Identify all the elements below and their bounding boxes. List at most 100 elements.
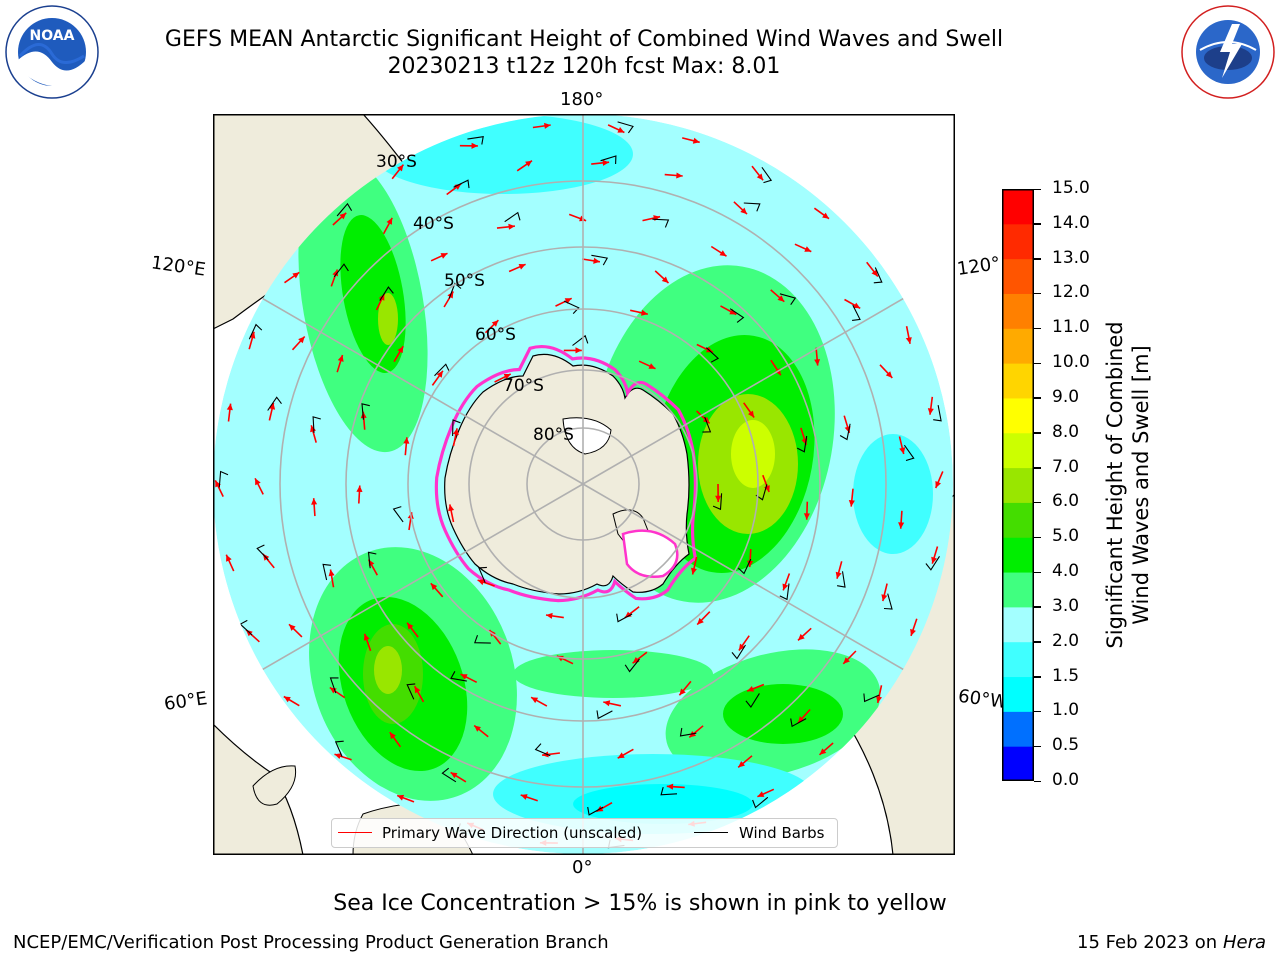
wave-direction-arrowhead (747, 686, 755, 692)
colorbar-band (1002, 432, 1034, 469)
colorbar-band (1002, 328, 1034, 364)
wave-direction-arrowhead (848, 500, 855, 507)
wind-barb (839, 423, 851, 441)
wind-barb (392, 506, 404, 523)
wind-barb (790, 718, 807, 728)
wind-barb (248, 323, 263, 340)
wave-direction-arrowhead (328, 569, 335, 577)
wind-barb (329, 677, 339, 694)
wave-direction-arrowhead (215, 480, 221, 488)
wind-barbs-swatch (694, 832, 728, 833)
wave-direction-arrowhead (397, 346, 404, 354)
colorbar-band (1002, 711, 1034, 747)
wave-direction-arrowhead (474, 725, 481, 732)
colorbar-tick (1034, 467, 1041, 469)
wave-direction-arrowhead (777, 295, 785, 302)
wave-direction-arrowhead (798, 633, 805, 641)
colorbar-tick (1034, 362, 1041, 365)
wind-barb (729, 308, 745, 323)
wave-direction-arrowhead (397, 164, 404, 172)
wave-direction-arrowhead (719, 250, 727, 257)
wave-direction-arrowhead (679, 688, 686, 696)
colorbar-band (1002, 502, 1034, 538)
lat-label-60s: 60°S (475, 325, 516, 345)
colorbar-tick (1034, 641, 1041, 643)
wave-direction-arrowhead (546, 612, 553, 619)
colorbar-tick (1034, 571, 1041, 574)
wave-direction-arrowhead (310, 425, 316, 433)
wind-barb (256, 544, 269, 561)
lat-label-70s: 70°S (503, 376, 544, 396)
wave-direction-arrowhead (798, 716, 805, 723)
wave-direction-arrowhead (436, 370, 443, 378)
wave-direction-arrowhead (332, 269, 339, 277)
wind-barb (624, 658, 640, 673)
wind-barb (563, 300, 580, 314)
colorbar-band (1002, 189, 1034, 225)
wind-barb (737, 558, 752, 575)
colorbar-band (1002, 397, 1034, 434)
colorbar-title-line2: Wind Waves and Swell [m] (1129, 345, 1153, 625)
colorbar-tick (1034, 258, 1041, 260)
colorbar-tick-label: 13.0 (1052, 247, 1090, 268)
wave-direction-arrowhead (520, 794, 528, 800)
wind-barb (863, 693, 880, 703)
noaa-logo: NOAA (5, 5, 99, 99)
wave-direction-arrowhead (386, 217, 393, 225)
wave-direction-arrowhead (814, 359, 821, 366)
graticule (213, 114, 953, 854)
wave-direction-legend-label: Primary Wave Direction (unscaled) (382, 824, 643, 842)
map-legend: Primary Wave Direction (unscaled) Wind B… (331, 818, 838, 848)
wind-barb (587, 806, 604, 816)
wave-direction-arrowhead (624, 611, 632, 618)
wind-barb (925, 556, 940, 571)
wave-direction-arrowhead (544, 122, 551, 129)
wind-barb (617, 121, 634, 134)
wave-direction-arrowhead (910, 628, 916, 636)
colorbar-tick-label: 9.0 (1052, 386, 1080, 407)
wave-direction-arrowhead (403, 437, 410, 444)
wave-direction-arrowhead (885, 371, 893, 378)
wind-barb (743, 202, 761, 212)
wave-direction-arrowhead (575, 347, 582, 354)
wave-direction-arrowhead (729, 308, 737, 315)
colorbar-tick (1034, 432, 1041, 434)
wave-direction-arrowhead (764, 485, 770, 492)
wind-barb (379, 286, 394, 301)
wind-barb (660, 786, 678, 796)
wind-barb (448, 282, 462, 299)
wave-direction-arrowhead (871, 269, 878, 277)
wind-barb (596, 710, 613, 720)
colorbar-tick-label: 15.0 (1052, 178, 1090, 198)
wind-barb (616, 613, 633, 623)
wave-direction-arrowhead (931, 556, 937, 564)
wave-direction-arrowhead (363, 633, 370, 641)
wind-barb (796, 435, 808, 453)
colorbar-band (1002, 572, 1034, 608)
wind-barb (334, 740, 344, 757)
polar-map (213, 114, 955, 855)
wave-direction-arrowhead (564, 298, 572, 304)
colorbar-tick-label: 0.0 (1052, 770, 1080, 790)
wind-barb (312, 416, 321, 433)
wave-direction-arrowhead (666, 783, 674, 790)
sea-ice-edge (434, 345, 698, 603)
colorbar-tick (1034, 292, 1041, 295)
wave-direction-arrowhead (676, 172, 683, 179)
wave-direction-arrowhead (329, 687, 337, 694)
colorbar-tick-label: 12.0 (1052, 282, 1090, 303)
wave-direction-arrowhead (898, 522, 905, 529)
wave-direction-arrowhead (661, 276, 669, 283)
wind-barb (779, 583, 790, 601)
wave-direction-arrowhead (311, 498, 318, 505)
wave-direction-arrowhead (430, 583, 438, 591)
wave-direction-arrowhead (691, 567, 697, 575)
wind-barb (712, 493, 723, 511)
colorbar-tick (1034, 501, 1041, 504)
wave-direction-arrowhead (747, 560, 754, 568)
lat-label-50s: 50°S (444, 271, 485, 291)
wind-barb (450, 671, 467, 682)
colorbar-band (1002, 363, 1034, 399)
colorbar-tick-label: 14.0 (1052, 212, 1090, 233)
wave-direction-arrowhead (899, 447, 906, 454)
